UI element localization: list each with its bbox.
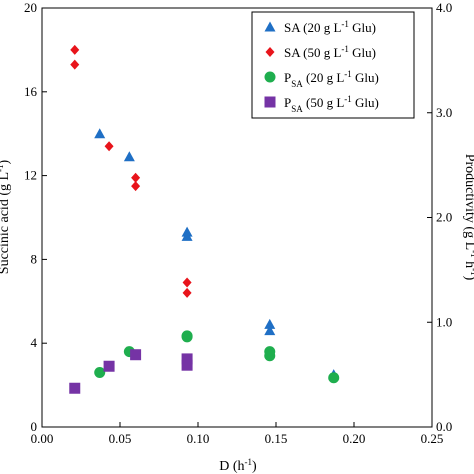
legend-label: PSA (50 g L-1 Glu) [284, 94, 379, 114]
x-tick-label: 0.00 [31, 431, 54, 446]
data-point [94, 367, 106, 379]
data-point [70, 44, 80, 55]
y2-tick-label: 3.0 [436, 105, 452, 120]
legend-box [251, 11, 415, 119]
legend-marker [264, 21, 276, 32]
y-tick-label: 4 [31, 335, 38, 350]
y-tick-label: 12 [24, 168, 37, 183]
legend-marker [264, 96, 276, 108]
y2-tick-label: 1.0 [436, 314, 452, 329]
data-point [181, 353, 193, 365]
data-point [264, 318, 276, 329]
data-point [182, 287, 192, 298]
data-point [264, 325, 276, 336]
data-point [181, 359, 193, 371]
data-point [131, 181, 141, 192]
data-point [131, 172, 141, 183]
legend-label: SA (50 g L-1 Glu) [284, 44, 376, 60]
data-point [123, 151, 135, 162]
data-point [69, 382, 81, 394]
data-point [264, 350, 276, 362]
series-2 [70, 44, 192, 298]
y2-tick-label: 0.0 [436, 419, 452, 434]
data-point [181, 230, 193, 241]
x-tick-label: 0.10 [187, 431, 210, 446]
data-point [130, 349, 142, 361]
y-axis-title: Succinic acid (g L-1) [0, 159, 12, 274]
data-point [104, 141, 114, 152]
legend-label: PSA (20 g L-1 Glu) [284, 69, 379, 89]
legend-marker [264, 71, 276, 83]
data-point [94, 128, 106, 139]
y2-tick-label: 4.0 [436, 0, 452, 15]
x-axis: 0.00 0.05 0.10 0.15 0.20 0.25 [31, 422, 444, 446]
data-point [181, 331, 193, 343]
legend-label: SA (20 g L-1 Glu) [284, 19, 376, 35]
y2-axis-title: Productivity (g L-1 h-1) [462, 154, 474, 281]
data-point [70, 59, 80, 70]
x-tick-label: 0.20 [343, 431, 366, 446]
y-axis-left: 0 4 8 12 16 20 [24, 0, 47, 434]
y-tick-label: 0 [31, 419, 38, 434]
data-markers [69, 44, 340, 394]
x-axis-title: D (h-1) [219, 457, 257, 474]
series-1 [94, 128, 340, 380]
series-3 [94, 330, 340, 384]
data-point [103, 360, 115, 372]
y-tick-label: 8 [31, 251, 38, 266]
x-tick-label: 0.15 [265, 431, 288, 446]
x-tick-label: 0.25 [421, 431, 444, 446]
y2-tick-label: 2.0 [436, 210, 452, 225]
y-axis-right: 0.0 1.0 2.0 3.0 4.0 [427, 0, 452, 434]
y-tick-label: 16 [24, 84, 38, 99]
legend: SA (20 g L-1 Glu) SA (50 g L-1 Glu) PSA (2… [251, 11, 415, 119]
series-4 [69, 349, 193, 394]
legend-marker [265, 47, 275, 57]
data-point [328, 372, 340, 384]
x-tick-label: 0.05 [109, 431, 132, 446]
data-point [182, 277, 192, 288]
y-tick-label: 20 [24, 0, 37, 15]
